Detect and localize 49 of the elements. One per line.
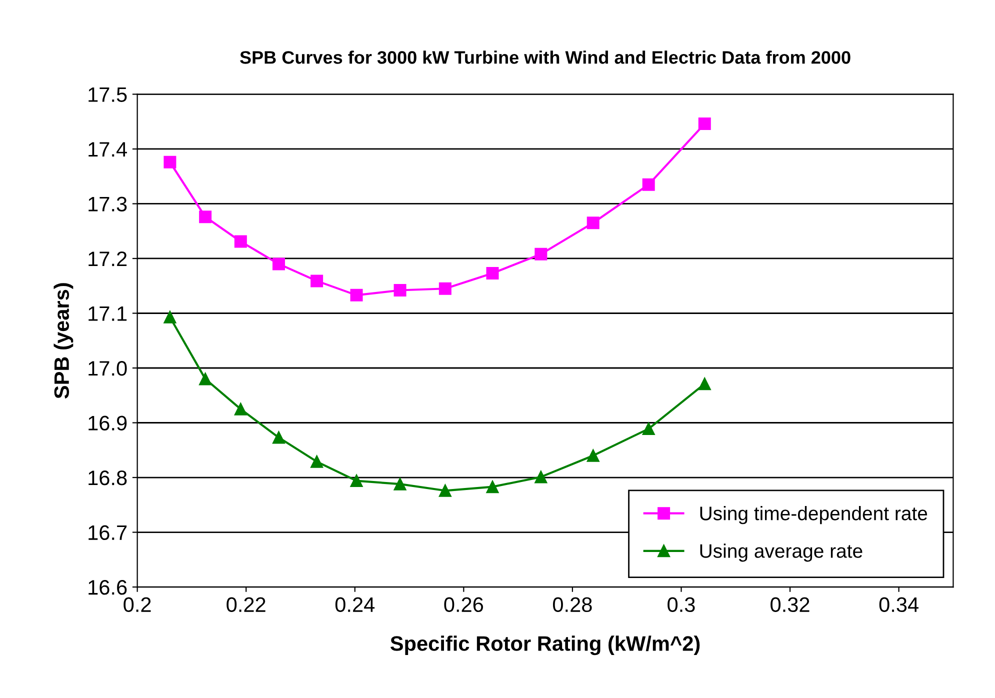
point xyxy=(234,235,247,248)
x-tick-label: 0.24 xyxy=(335,597,375,612)
x-axis-title: Specific Rotor Rating (kW/m^2) xyxy=(390,636,700,656)
point xyxy=(310,455,324,468)
legend-label: Using average rate xyxy=(700,544,862,562)
y-tick-label: 16.8 xyxy=(88,470,127,486)
point xyxy=(164,156,176,168)
y-tick-label: 17.4 xyxy=(88,142,127,157)
y-tick-label: 17.0 xyxy=(88,361,127,376)
x-tick-label: 0.22 xyxy=(226,597,266,612)
point xyxy=(534,470,548,484)
y-axis-title: SPB (years) xyxy=(54,283,74,398)
point xyxy=(438,484,452,497)
x-tick-label: 0.34 xyxy=(879,597,918,612)
point xyxy=(350,288,363,302)
point xyxy=(394,478,406,490)
x-tick-label: 0.28 xyxy=(553,597,592,612)
legend-label: Using time-dependent rate xyxy=(700,506,928,524)
point xyxy=(486,480,499,494)
point xyxy=(199,372,212,386)
x-tick-label: 0.26 xyxy=(444,597,484,612)
x-tick-label: 0.2 xyxy=(124,597,151,612)
y-tick-label: 17.2 xyxy=(88,251,127,266)
point xyxy=(272,431,285,444)
y-tick-label: 17.1 xyxy=(88,306,127,321)
point xyxy=(310,274,324,288)
point xyxy=(394,284,406,296)
point xyxy=(642,178,655,191)
x-tick-label: 0.32 xyxy=(770,597,810,612)
point xyxy=(586,449,600,462)
point xyxy=(164,310,176,324)
point xyxy=(698,378,711,390)
y-tick-label: 16.7 xyxy=(88,525,127,540)
point xyxy=(586,216,600,230)
y-tick-label: 17.3 xyxy=(88,196,127,212)
point xyxy=(698,118,711,130)
point xyxy=(642,422,655,436)
point xyxy=(486,267,499,280)
point xyxy=(272,258,285,270)
x-tick-label: 0.3 xyxy=(668,597,695,612)
y-tick-label: 16.6 xyxy=(88,580,127,595)
y-tick-label: 16.9 xyxy=(88,416,127,431)
y-tick-label: 17.5 xyxy=(88,87,127,102)
point xyxy=(234,402,247,416)
chart-title: SPB Curves for 3000 kW Turbine with Wind and Electric Data from 2000 xyxy=(240,50,850,64)
point xyxy=(350,474,363,488)
point xyxy=(199,210,212,224)
point xyxy=(534,248,548,260)
point xyxy=(438,282,452,295)
